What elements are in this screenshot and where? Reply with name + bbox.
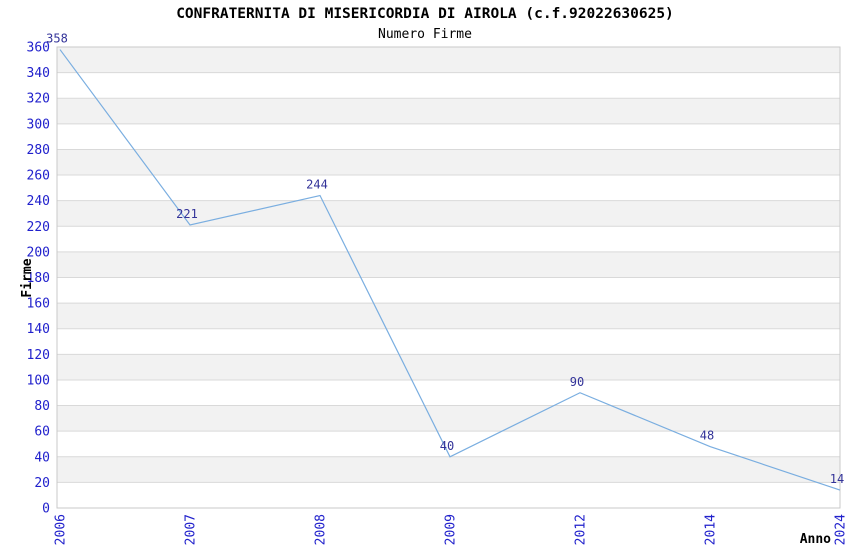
chart-title: CONFRATERNITA DI MISERICORDIA DI AIROLA … bbox=[176, 6, 674, 22]
y-tick-label: 100 bbox=[27, 373, 50, 388]
y-tick-label: 20 bbox=[34, 476, 50, 491]
plot-band bbox=[57, 354, 840, 380]
plot-band bbox=[57, 456, 840, 483]
y-tick-label: 120 bbox=[27, 348, 50, 363]
plot-band bbox=[57, 149, 840, 176]
x-tick-label: 2008 bbox=[314, 514, 329, 545]
data-point-label: 221 bbox=[176, 207, 198, 221]
data-point-label: 48 bbox=[700, 429, 714, 443]
plot-band bbox=[57, 251, 840, 278]
plot-border bbox=[56, 46, 841, 509]
y-tick-label: 300 bbox=[27, 117, 50, 132]
x-tick-label: 2006 bbox=[54, 514, 69, 545]
plot-band bbox=[57, 303, 840, 329]
data-point-label: 244 bbox=[306, 178, 328, 192]
y-tick-label: 360 bbox=[27, 41, 50, 56]
plot-band bbox=[57, 405, 840, 432]
y-tick-label: 260 bbox=[27, 169, 50, 184]
chart-subtitle: Numero Firme bbox=[378, 27, 472, 42]
y-tick-label: 60 bbox=[34, 425, 50, 440]
y-tick-label: 240 bbox=[27, 194, 50, 209]
data-point-label: 14 bbox=[830, 472, 844, 486]
y-tick-label: 320 bbox=[27, 92, 50, 107]
y-tick-label: 220 bbox=[27, 220, 50, 235]
y-tick-label: 140 bbox=[27, 322, 50, 337]
plot-band bbox=[57, 98, 840, 124]
x-tick-label: 2012 bbox=[574, 514, 589, 545]
x-tick-label: 2009 bbox=[444, 514, 459, 545]
data-point-label: 40 bbox=[440, 439, 454, 453]
y-tick-label: 160 bbox=[27, 297, 50, 312]
x-tick-label: 2014 bbox=[704, 514, 719, 545]
y-tick-label: 340 bbox=[27, 66, 50, 81]
x-axis-label: Anno bbox=[800, 532, 831, 547]
x-tick-label: 2007 bbox=[184, 514, 199, 545]
data-point-label: 90 bbox=[570, 375, 584, 389]
y-axis-label: Firme bbox=[20, 258, 35, 297]
y-tick-label: 40 bbox=[34, 450, 50, 465]
y-tick-label: 200 bbox=[27, 245, 50, 260]
plot-band bbox=[57, 47, 840, 73]
y-tick-label: 280 bbox=[27, 143, 50, 158]
x-tick-label: 2024 bbox=[834, 514, 849, 545]
data-point-label: 358 bbox=[46, 32, 68, 46]
y-tick-label: 0 bbox=[42, 502, 50, 517]
series-line bbox=[59, 49, 841, 491]
y-tick-label: 80 bbox=[34, 399, 50, 414]
y-tick-label: 180 bbox=[27, 271, 50, 286]
